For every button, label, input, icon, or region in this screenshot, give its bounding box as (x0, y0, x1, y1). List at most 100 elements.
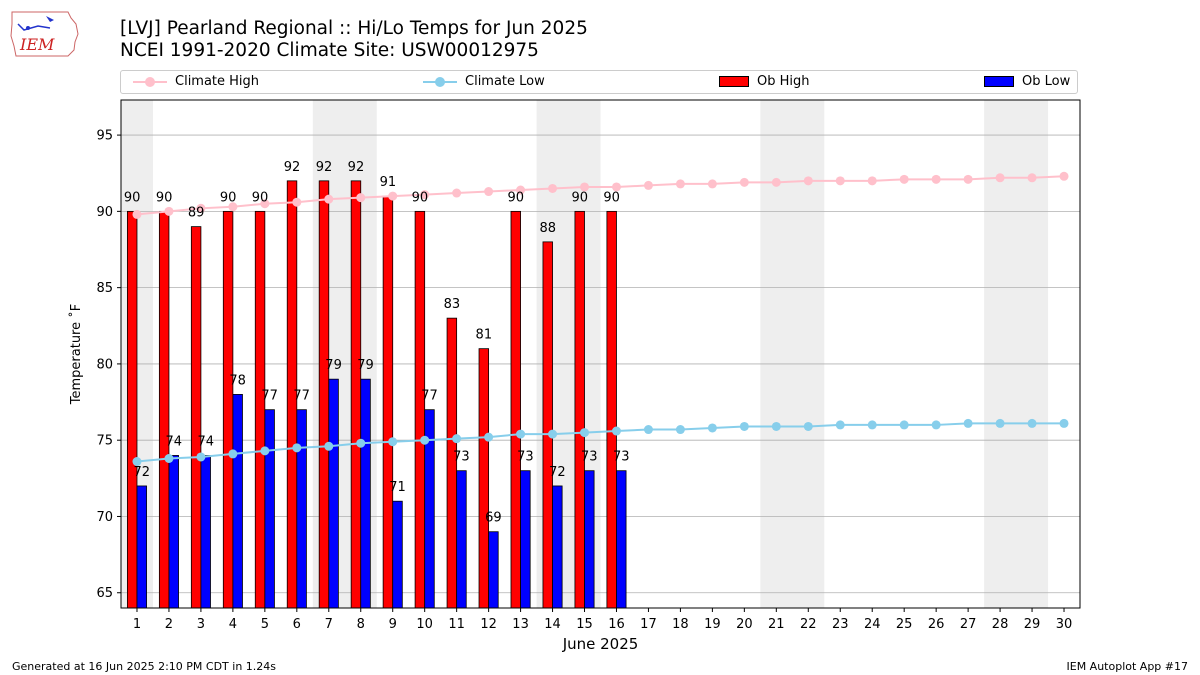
x-tick-label: 14 (544, 617, 561, 632)
ob-low-label: 77 (293, 389, 310, 404)
climate-high-point (580, 182, 590, 192)
legend-label: Climate High (175, 74, 260, 89)
climate-low-point (931, 420, 941, 430)
ob-low-label: 69 (485, 511, 502, 526)
title-line-2: NCEI 1991-2020 Climate Site: USW00012975 (120, 40, 539, 61)
ob-high-bar (126, 210, 138, 609)
ob-high-label: 92 (284, 160, 301, 175)
climate-high-point (484, 187, 494, 197)
climate-low-point (867, 420, 877, 430)
x-tick-label: 5 (261, 617, 269, 632)
climate-low-point (739, 421, 749, 431)
ob-high-label: 83 (444, 297, 461, 312)
climate-high-point (803, 176, 813, 186)
y-tick-label: 75 (96, 434, 113, 449)
ob-high-bar (606, 210, 617, 609)
climate-high-point (132, 209, 142, 219)
ob-high-label: 90 (412, 190, 429, 205)
x-tick-label: 11 (448, 617, 465, 632)
x-tick-label: 24 (864, 617, 881, 632)
climate-low-swatch (423, 76, 457, 88)
climate-high-point (356, 193, 366, 203)
x-tick-label: 1 (133, 617, 141, 632)
climate-high-point (835, 176, 845, 186)
climate-high-point (931, 174, 941, 184)
climate-low-point (324, 441, 334, 451)
ob-low-bar (520, 470, 531, 609)
climate-low-point (548, 429, 558, 439)
legend-item-ob-high: Ob High (719, 74, 810, 90)
ob-low-bar (168, 455, 179, 609)
ob-high-bar (350, 180, 362, 609)
y-tick-label: 95 (96, 129, 113, 144)
climate-high-point (739, 177, 749, 187)
climate-low-point (228, 449, 238, 459)
ob-low-bar (232, 394, 243, 609)
title-line-1: [LVJ] Pearland Regional :: Hi/Lo Temps f… (120, 18, 588, 39)
ob-high-label: 90 (571, 190, 588, 205)
ob-high-label: 90 (156, 190, 173, 205)
ob-high-label: 81 (476, 328, 493, 343)
climate-low-point (196, 452, 206, 462)
climate-high-point (1059, 171, 1069, 181)
climate-low-point (516, 429, 526, 439)
climate-low-point (1027, 418, 1037, 428)
climate-high-point (995, 173, 1005, 183)
x-tick-label: 3 (197, 617, 205, 632)
y-tick-label: 70 (96, 510, 113, 525)
climate-high-point (867, 176, 877, 186)
climate-high-point (899, 174, 909, 184)
ob-high-bar (414, 210, 426, 609)
climate-high-point (260, 199, 270, 209)
climate-low-point (356, 438, 366, 448)
footer-generated: Generated at 16 Jun 2025 2:10 PM CDT in … (12, 660, 277, 673)
ob-low-label: 73 (613, 450, 630, 465)
x-tick-label: 4 (229, 617, 237, 632)
climate-low-point (164, 453, 174, 463)
climate-high-point (548, 183, 558, 193)
climate-low-point (675, 425, 685, 435)
ob-high-label: 90 (124, 190, 141, 205)
ob-low-bar (264, 409, 275, 609)
climate-high-point (324, 194, 334, 204)
x-tick-label: 26 (928, 617, 945, 632)
x-tick-label: 16 (608, 617, 625, 632)
x-tick-label: 8 (357, 617, 365, 632)
climate-high-point (516, 185, 526, 195)
ob-high-bar (382, 195, 394, 609)
y-tick-label: 65 (96, 586, 113, 601)
climate-high-point (707, 179, 717, 189)
climate-low-point (611, 426, 621, 436)
weekend-shade (984, 100, 1049, 608)
ob-low-label: 77 (261, 389, 278, 404)
ob-low-label: 73 (453, 450, 470, 465)
climate-high-point (164, 206, 174, 216)
ob-low-bar (296, 409, 307, 609)
climate-low-line (136, 422, 1065, 463)
ob-high-label: 92 (316, 160, 333, 175)
ob-high-bar (318, 180, 330, 609)
ob-high-bar (478, 348, 490, 609)
ob-low-label: 79 (325, 358, 342, 373)
ob-low-bar (616, 470, 627, 609)
y-tick-label: 90 (96, 205, 113, 220)
climate-high-point (771, 177, 781, 187)
x-tick-label: 13 (512, 617, 529, 632)
climate-high-point (611, 182, 621, 192)
ob-low-label: 77 (421, 389, 438, 404)
climate-low-point (452, 434, 462, 444)
ob-low-bar (584, 470, 595, 609)
x-tick-label: 2 (165, 617, 173, 632)
climate-low-point (484, 432, 494, 442)
x-tick-label: 29 (1024, 617, 1041, 632)
x-tick-label: 30 (1056, 617, 1073, 632)
climate-high-point (292, 197, 302, 207)
x-tick-label: 27 (960, 617, 977, 632)
y-axis-label: Temperature ˚F (68, 304, 84, 405)
ob-low-label: 74 (197, 434, 214, 449)
weekend-shade (760, 100, 825, 608)
ob-high-bar (254, 210, 266, 609)
ob-high-label: 89 (188, 206, 205, 221)
climate-low-point (132, 457, 142, 467)
